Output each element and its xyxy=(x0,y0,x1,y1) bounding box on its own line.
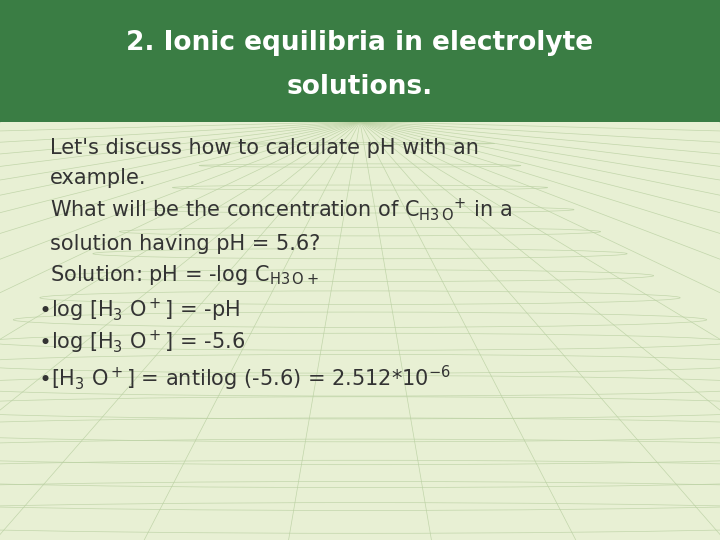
Text: solution having pH = 5.6?: solution having pH = 5.6? xyxy=(50,234,320,254)
Bar xyxy=(0,122,720,540)
Text: $\bullet$log [H$_3$ O$^+$] = -5.6: $\bullet$log [H$_3$ O$^+$] = -5.6 xyxy=(38,328,245,356)
Text: $\bullet$log [H$_3$ O$^+$] = -pH: $\bullet$log [H$_3$ O$^+$] = -pH xyxy=(38,296,240,323)
Text: Solution: pH = -log C$_{\mathregular{H3\,O+}}$: Solution: pH = -log C$_{\mathregular{H3\… xyxy=(50,263,319,287)
Text: $\bullet$[H$_3$ O$^+$] = antilog (-5.6) = 2.512*10$^{-6}$: $\bullet$[H$_3$ O$^+$] = antilog (-5.6) … xyxy=(38,363,451,393)
Bar xyxy=(0,0,720,122)
Text: example.: example. xyxy=(50,168,146,188)
Text: 2. Ionic equilibria in electrolyte: 2. Ionic equilibria in electrolyte xyxy=(127,30,593,56)
Text: What will be the concentration of C$_{\mathregular{H3\,O}}$$^{+}$ in a: What will be the concentration of C$_{\m… xyxy=(50,197,512,224)
Text: Let's discuss how to calculate pH with an: Let's discuss how to calculate pH with a… xyxy=(50,138,479,158)
Polygon shape xyxy=(0,0,720,148)
Text: solutions.: solutions. xyxy=(287,75,433,100)
